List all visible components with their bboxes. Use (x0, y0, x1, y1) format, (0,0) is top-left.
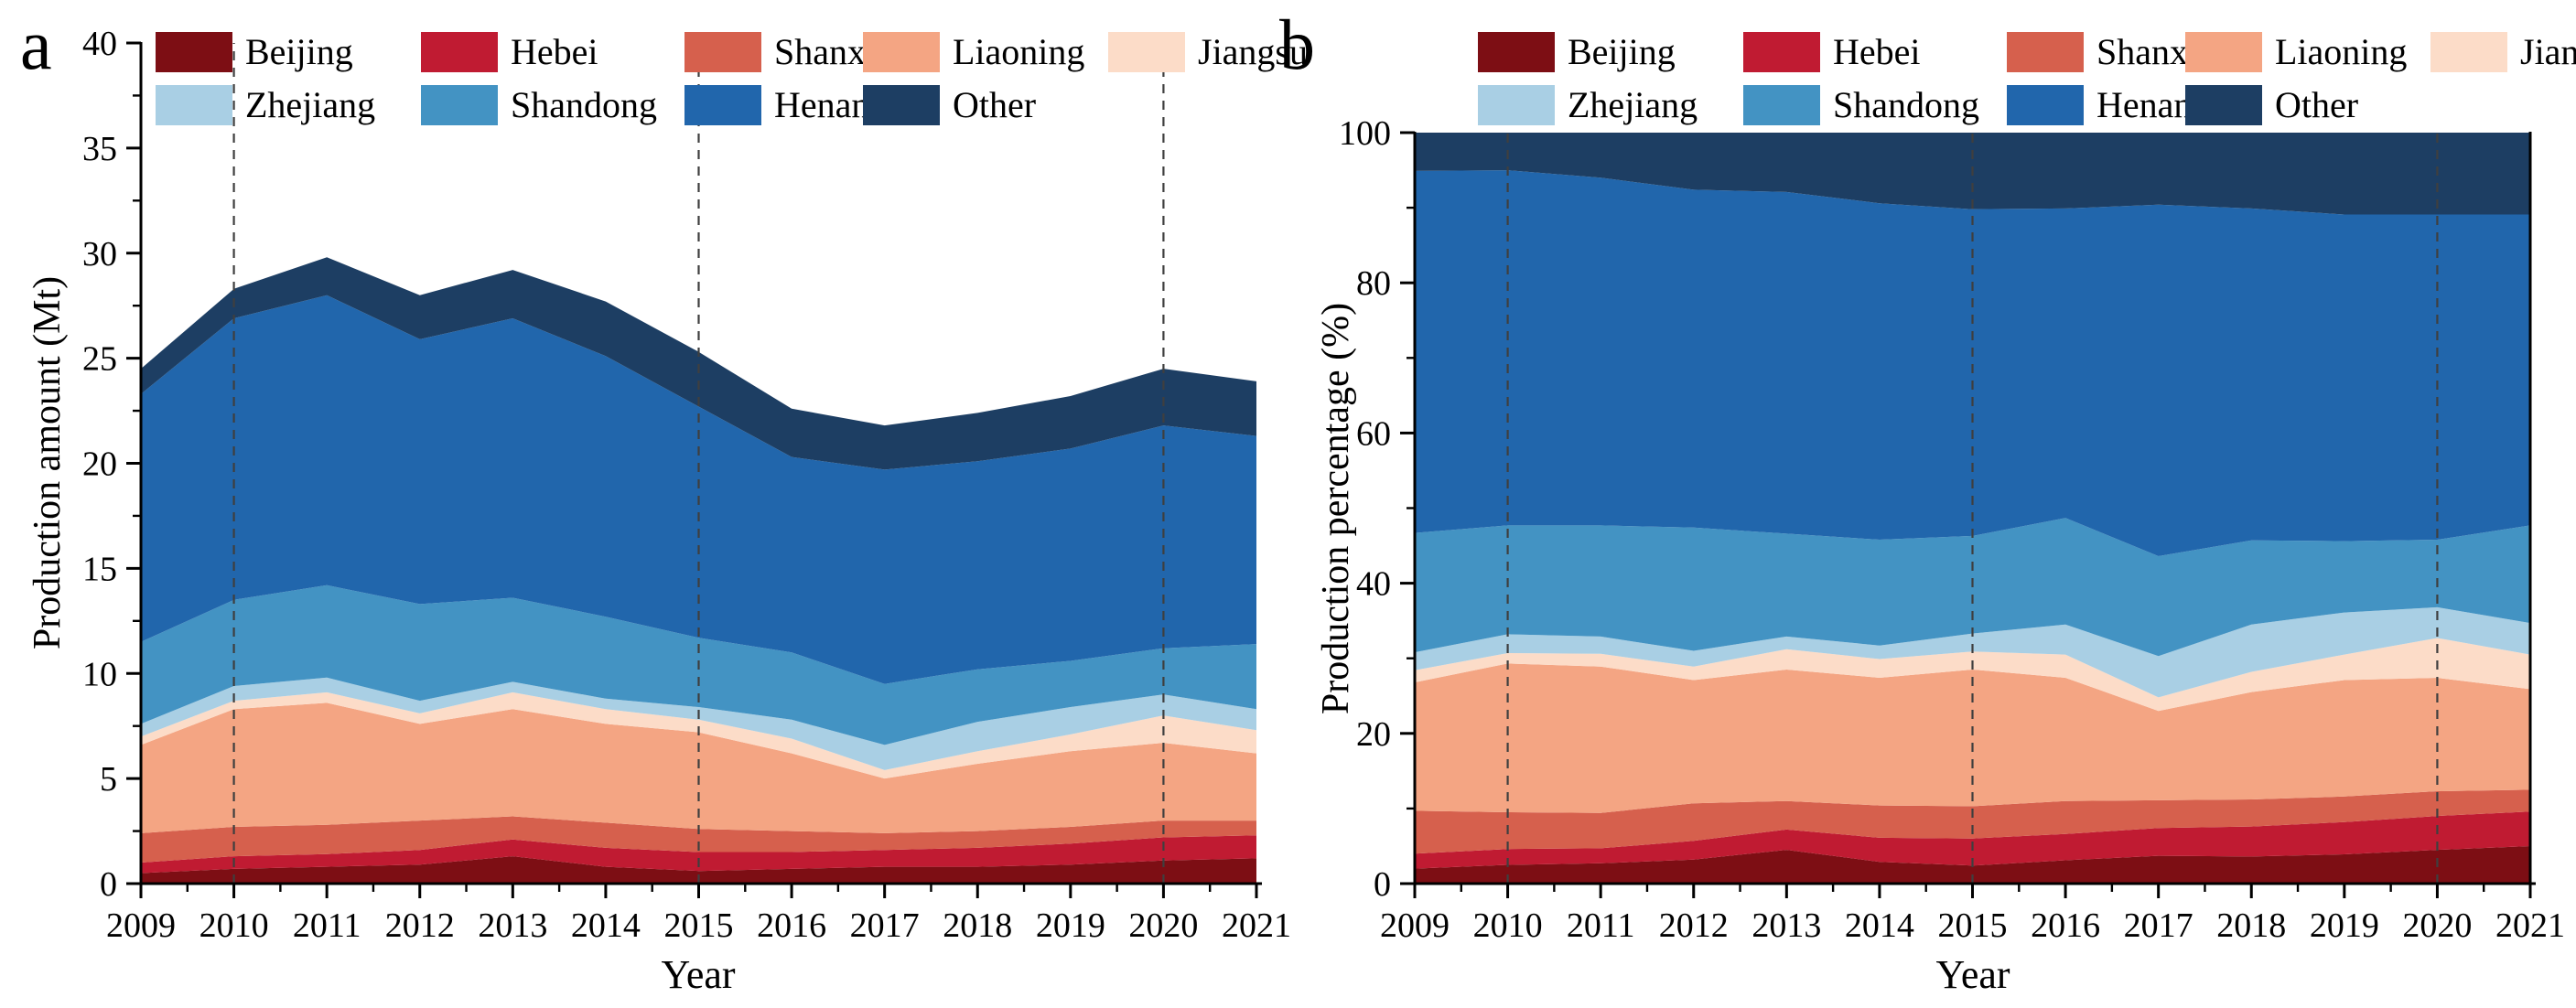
panel-b-letter: b (1279, 5, 1315, 84)
y-tick-label-100-panel-b: 100 (1339, 114, 1391, 153)
panel-b-y-axis-title: Production percentage (%) (1315, 302, 1357, 715)
y-tick-label-40-panel-a: 40 (82, 25, 117, 63)
y-tick-label-20-panel-a: 20 (82, 445, 117, 484)
x-tick-label-2019-panel-a: 2019 (1036, 906, 1105, 945)
y-tick-label-10-panel-a: 10 (82, 655, 117, 693)
y-tick-label-0-panel-b: 0 (1374, 865, 1391, 904)
x-tick-label-2012-panel-a: 2012 (385, 906, 455, 945)
x-tick-label-2019-panel-b: 2019 (2310, 906, 2379, 945)
y-tick-label-15-panel-a: 15 (82, 550, 117, 588)
y-tick-label-30-panel-a: 30 (82, 235, 117, 273)
x-tick-label-2009-panel-a: 2009 (106, 906, 176, 945)
area-liaoning-panel-b (1415, 663, 2530, 813)
y-tick-label-60-panel-b: 60 (1356, 414, 1391, 453)
panel-a-y-axis-title: Production amount (Mt) (27, 275, 69, 650)
x-tick-label-2016-panel-a: 2016 (757, 906, 826, 945)
x-tick-label-2018-panel-a: 2018 (943, 906, 1012, 945)
y-tick-label-20-panel-b: 20 (1356, 715, 1391, 754)
area-beijing-panel-a (141, 856, 1256, 884)
y-tick-label-40-panel-b: 40 (1356, 565, 1391, 604)
x-tick-label-2010-panel-a: 2010 (199, 906, 269, 945)
area-other-panel-a (141, 257, 1256, 470)
x-tick-label-2020-panel-a: 2020 (1128, 906, 1198, 945)
area-shanxi-panel-b (1415, 789, 2530, 854)
x-tick-label-2012-panel-b: 2012 (1659, 906, 1729, 945)
area-zhejiang-panel-b (1415, 606, 2530, 698)
y-tick-label-35-panel-a: 35 (82, 130, 117, 168)
x-tick-label-2015-panel-a: 2015 (664, 906, 734, 945)
area-henan-panel-a (141, 295, 1256, 684)
x-tick-label-2017-panel-a: 2017 (850, 906, 920, 945)
x-tick-label-2014-panel-b: 2014 (1845, 906, 1914, 945)
area-jiangsu-panel-a (141, 692, 1256, 779)
x-tick-label-2015-panel-b: 2015 (1938, 906, 2008, 945)
y-tick-label-80-panel-b: 80 (1356, 264, 1391, 303)
area-henan-panel-b (1415, 170, 2530, 556)
x-tick-label-2020-panel-b: 2020 (2402, 906, 2472, 945)
area-hebei-panel-b (1415, 811, 2530, 869)
x-tick-label-2016-panel-b: 2016 (2031, 906, 2100, 945)
x-tick-label-2011-panel-b: 2011 (1567, 906, 1635, 945)
x-tick-label-2013-panel-a: 2013 (478, 906, 547, 945)
x-tick-label-2018-panel-b: 2018 (2216, 906, 2286, 945)
x-tick-label-2017-panel-b: 2017 (2124, 906, 2193, 945)
x-tick-label-2011-panel-a: 2011 (293, 906, 361, 945)
x-tick-label-2010-panel-b: 2010 (1473, 906, 1543, 945)
area-hebei-panel-a (141, 835, 1256, 874)
x-tick-label-2009-panel-b: 2009 (1380, 906, 1450, 945)
area-zhejiang-panel-a (141, 677, 1256, 770)
panel-b-x-axis-title: Year (1935, 952, 2010, 997)
area-beijing-panel-b (1415, 846, 2530, 884)
area-shanxi-panel-a (141, 816, 1256, 863)
panel-a-x-axis-title: Year (661, 952, 736, 997)
x-tick-label-2021-panel-b: 2021 (2495, 906, 2565, 945)
y-tick-label-25-panel-a: 25 (82, 340, 117, 379)
x-tick-label-2014-panel-a: 2014 (571, 906, 641, 945)
x-tick-label-2021-panel-a: 2021 (1222, 906, 1291, 945)
y-tick-label-5-panel-a: 5 (100, 760, 117, 799)
y-tick-label-0-panel-a: 0 (100, 865, 117, 904)
panel-a-letter: a (20, 5, 52, 84)
x-tick-label-2013-panel-b: 2013 (1751, 906, 1821, 945)
